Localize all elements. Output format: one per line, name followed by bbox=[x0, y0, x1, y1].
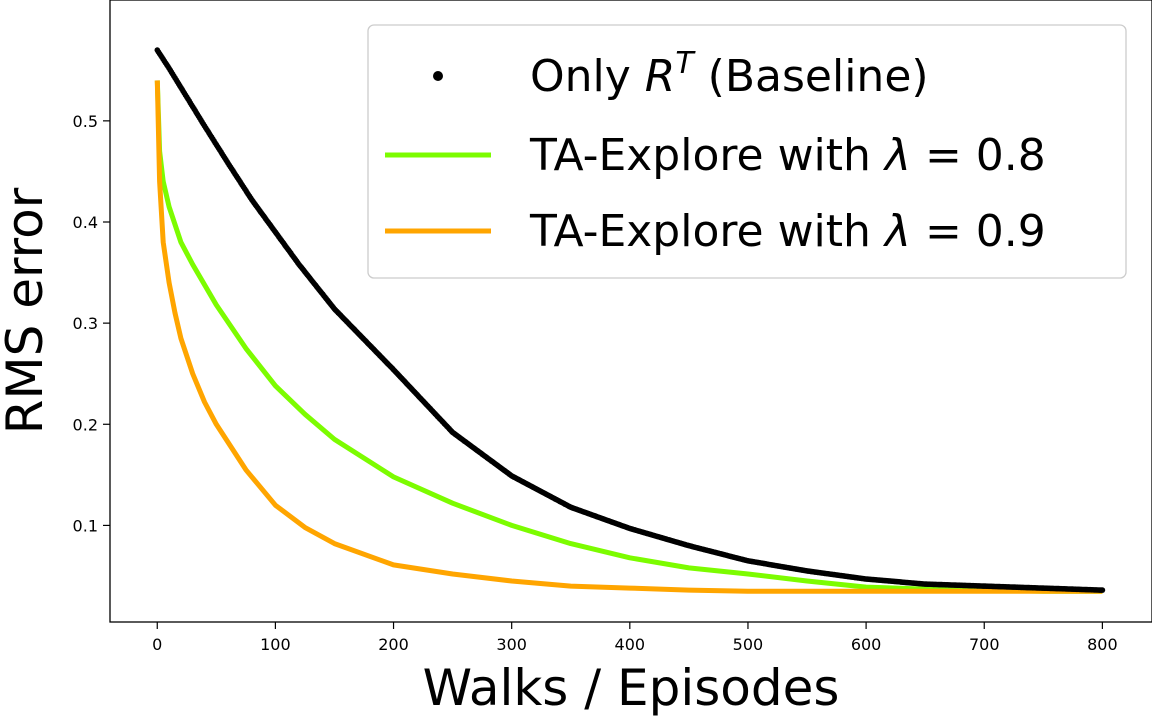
x-tick-label: 800 bbox=[1087, 635, 1118, 654]
x-axis-title: Walks / Episodes bbox=[423, 659, 840, 717]
x-tick-label: 400 bbox=[615, 635, 646, 654]
y-tick-label: 0.4 bbox=[73, 213, 98, 232]
y-tick-label: 0.3 bbox=[73, 314, 98, 333]
x-tick-label: 0 bbox=[152, 635, 162, 654]
series-dots bbox=[154, 47, 1106, 593]
x-tick-label: 700 bbox=[969, 635, 1000, 654]
x-tick-label: 300 bbox=[496, 635, 527, 654]
x-tick-label: 200 bbox=[378, 635, 409, 654]
series-line bbox=[154, 80, 1103, 594]
y-axis-ticks: 0.1 0.2 0.3 0.4 0.5 bbox=[73, 112, 110, 535]
legend-label: TA-Explore with λ = 0.8 bbox=[529, 130, 1046, 181]
series-line bbox=[154, 80, 1103, 594]
series-layer bbox=[154, 47, 1106, 594]
y-tick-label: 0.2 bbox=[73, 415, 98, 434]
plot-area bbox=[109, 0, 1152, 623]
legend-entries: Only RT (Baseline) TA-Explore with λ = 0.… bbox=[385, 46, 1046, 257]
y-tick-label: 0.1 bbox=[73, 516, 98, 535]
y-tick-label: 0.5 bbox=[73, 112, 98, 131]
x-tick-label: 600 bbox=[851, 635, 882, 654]
legend-frame bbox=[367, 24, 1127, 279]
x-axis-ticks: 0 100 200 300 400 500 600 700 800 bbox=[152, 622, 1118, 654]
x-tick-label: 100 bbox=[260, 635, 291, 654]
legend-label: TA-Explore with λ = 0.9 bbox=[529, 206, 1046, 257]
x-tick-label: 500 bbox=[733, 635, 764, 654]
y-axis-title: RMS error bbox=[0, 187, 54, 434]
legend: Only RT (Baseline) TA-Explore with λ = 0.… bbox=[367, 24, 1127, 279]
series-point bbox=[1099, 587, 1106, 593]
legend-label: Only RT (Baseline) bbox=[530, 46, 929, 102]
legend-marker bbox=[433, 71, 443, 81]
